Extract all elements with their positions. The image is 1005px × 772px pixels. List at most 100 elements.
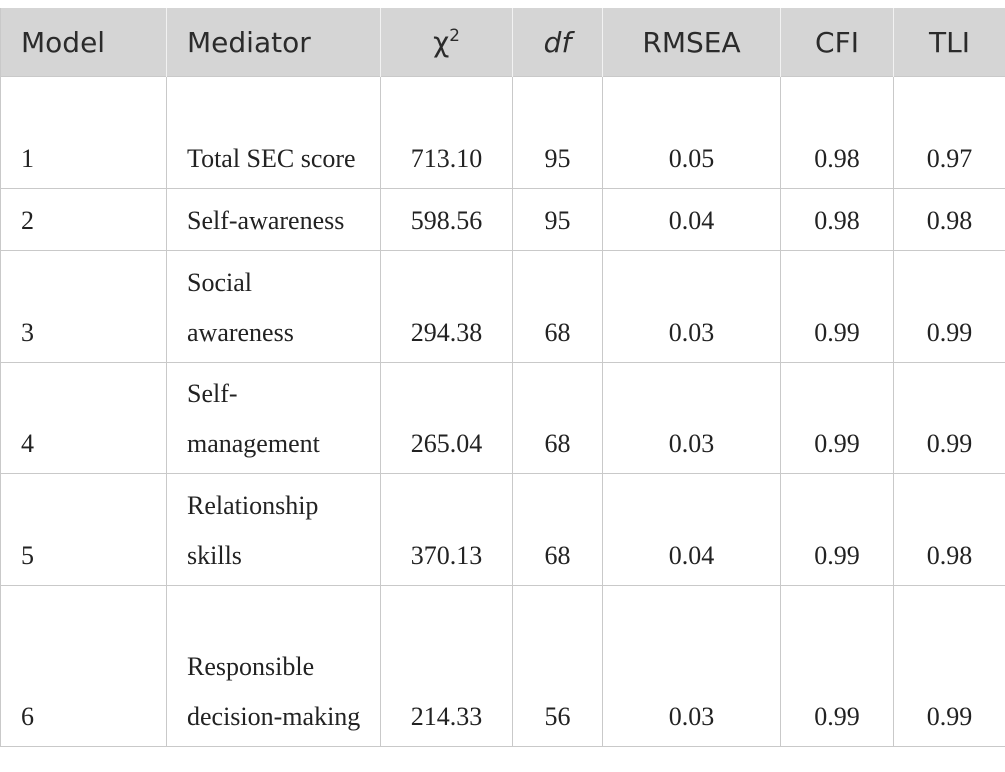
cell-text: 0.99: [927, 702, 973, 731]
cell-text: 713.10: [411, 144, 483, 173]
table-row: 1 Total SEC score 713.10 95 0.05 0.98 0.97: [1, 77, 1005, 189]
cell-text: 0.04: [669, 541, 715, 570]
table-cell: Total SEC score: [167, 77, 381, 189]
table-cell: Relationship skills: [167, 474, 381, 586]
table-cell: 0.97: [894, 77, 1005, 189]
cell-text: 370.13: [411, 541, 483, 570]
table-cell: 0.03: [603, 586, 781, 747]
cell-text: Social awareness: [187, 258, 362, 358]
header-text: RMSEA: [642, 26, 740, 59]
cell-text: 0.98: [927, 541, 973, 570]
cell-text: 0.99: [814, 429, 860, 458]
cell-text: 68: [545, 541, 571, 570]
cell-text: 0.98: [814, 144, 860, 173]
header-cell: Mediator: [167, 8, 381, 77]
header-text: TLI: [929, 26, 970, 59]
header-superscript: 2: [449, 25, 460, 45]
cell-text: 294.38: [411, 318, 483, 347]
header-cell: CFI: [781, 8, 894, 77]
table-cell: 0.04: [603, 474, 781, 586]
header-cell: df: [513, 8, 603, 77]
table-cell: 294.38: [381, 251, 513, 363]
cell-text: 0.97: [927, 144, 973, 173]
table-cell: Responsible decision-making: [167, 586, 381, 747]
header-cell: RMSEA: [603, 8, 781, 77]
cell-text: 4: [21, 429, 34, 458]
table-cell: 95: [513, 189, 603, 251]
cell-text: 1: [21, 144, 34, 173]
table-cell: 1: [1, 77, 167, 189]
table-row: 3 Social awareness 294.38 68 0.03 0.99 0.99: [1, 251, 1005, 363]
cell-text: 68: [545, 318, 571, 347]
header-text: Mediator: [187, 26, 311, 59]
table-cell: 95: [513, 77, 603, 189]
cell-text: 68: [545, 429, 571, 458]
cell-text: 56: [545, 702, 571, 731]
table-row: 6 Responsible decision-making 214.33 56 0.03…: [1, 586, 1005, 747]
table-cell: 370.13: [381, 474, 513, 586]
table-cell: 0.05: [603, 77, 781, 189]
header-row: Model Mediator χ2 df RMSEA CFI TLI: [1, 8, 1005, 77]
cell-text: 5: [21, 541, 34, 570]
cell-text: 0.99: [927, 318, 973, 347]
table-cell: 68: [513, 474, 603, 586]
table-cell: 56: [513, 586, 603, 747]
table-cell: 0.99: [781, 474, 894, 586]
cell-text: 0.03: [669, 702, 715, 731]
page: {"table": { "header": ["Model", "Mediato…: [0, 8, 1005, 772]
table-cell: Self-awareness: [167, 189, 381, 251]
cell-text: 265.04: [411, 429, 483, 458]
cell-text: 95: [545, 144, 571, 173]
cell-text: 0.03: [669, 318, 715, 347]
header-text: Model: [21, 26, 105, 59]
table-cell: 0.99: [894, 251, 1005, 363]
cell-text: 0.04: [669, 206, 715, 235]
cell-text: Relationship skills: [187, 481, 362, 581]
cell-text: 0.05: [669, 144, 715, 173]
cell-text: 0.03: [669, 429, 715, 458]
table-row: 4 Self-management 265.04 68 0.03 0.99 0.99: [1, 363, 1005, 474]
header-text: CFI: [815, 26, 859, 59]
table-body: 1 Total SEC score 713.10 95 0.05 0.98 0.97 2 Sel…: [1, 77, 1005, 747]
table-cell: 214.33: [381, 586, 513, 747]
cell-text: Self-management: [187, 369, 362, 469]
cell-text: 214.33: [411, 702, 483, 731]
table-cell: 0.99: [781, 363, 894, 474]
table-cell: Self-management: [167, 363, 381, 474]
table-cell: 4: [1, 363, 167, 474]
table-cell: 3: [1, 251, 167, 363]
cell-text: 6: [21, 702, 34, 731]
cell-text: 598.56: [411, 206, 483, 235]
table-cell: 0.04: [603, 189, 781, 251]
table-cell: 0.03: [603, 251, 781, 363]
table-cell: 5: [1, 474, 167, 586]
cell-text: Responsible decision-making: [187, 642, 362, 742]
table-row: 5 Relationship skills 370.13 68 0.04 0.99 0.98: [1, 474, 1005, 586]
table-cell: 0.99: [781, 251, 894, 363]
table-cell: 68: [513, 363, 603, 474]
table-cell: 0.98: [781, 77, 894, 189]
table-cell: 598.56: [381, 189, 513, 251]
table-cell: 0.98: [894, 189, 1005, 251]
cell-text: 0.99: [927, 429, 973, 458]
table-cell: 265.04: [381, 363, 513, 474]
table-cell: 0.99: [894, 586, 1005, 747]
header-text: χ: [433, 26, 449, 59]
table-cell: 0.99: [781, 586, 894, 747]
table-cell: 6: [1, 586, 167, 747]
table-cell: 2: [1, 189, 167, 251]
table-cell: 0.99: [894, 363, 1005, 474]
cell-text: 3: [21, 318, 34, 347]
header-cell: χ2: [381, 8, 513, 77]
cell-text: Self-awareness: [187, 196, 362, 246]
header-cell: TLI: [894, 8, 1005, 77]
table-cell: 713.10: [381, 77, 513, 189]
cell-text: 0.99: [814, 541, 860, 570]
cell-text: 95: [545, 206, 571, 235]
table-cell: 0.98: [894, 474, 1005, 586]
cell-text: 2: [21, 206, 34, 235]
table-cell: 0.98: [781, 189, 894, 251]
header-text: df: [544, 26, 572, 59]
